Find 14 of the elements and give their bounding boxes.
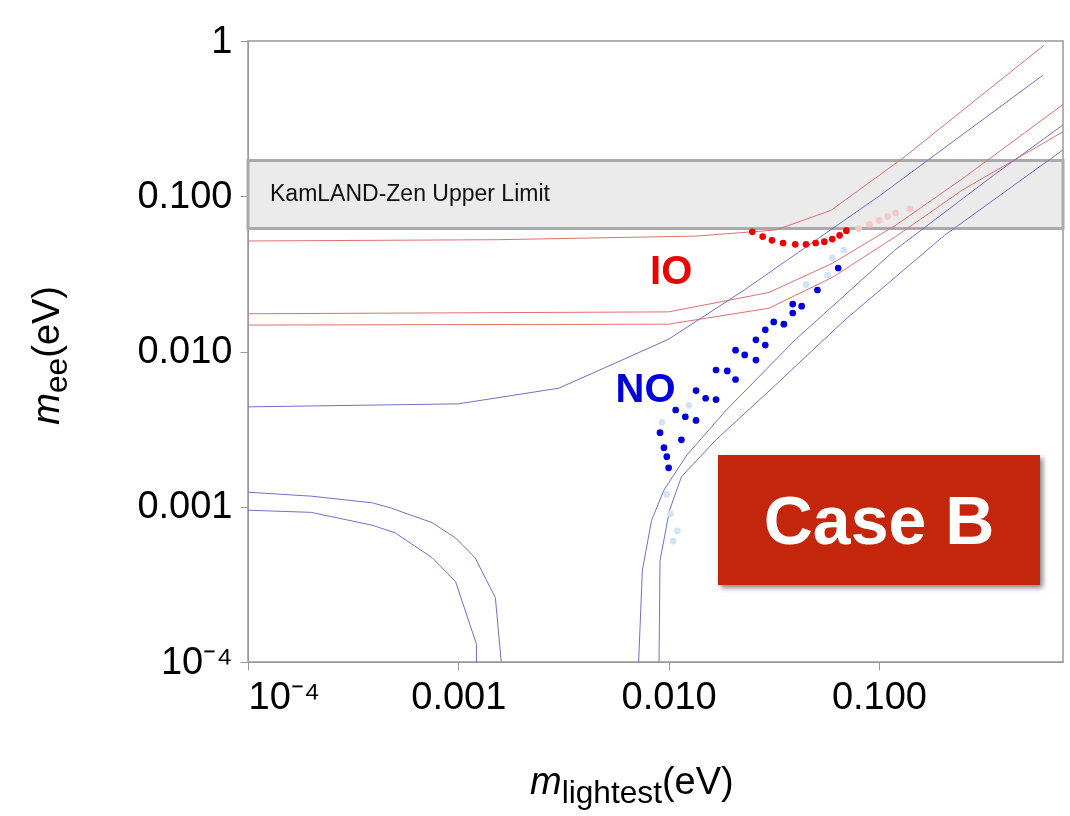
y-tick-label: 0.001 <box>137 484 233 527</box>
annotation: Case B <box>718 455 1040 585</box>
x-axis-title: m$_{lightest}$(eV) <box>530 760 734 811</box>
y-tick-label: 0.100 <box>137 173 233 216</box>
band-label: KamLAND-Zen Upper Limit <box>270 180 551 207</box>
x-tick-label: 0.001 <box>411 674 507 717</box>
y-tick-label: 1 <box>211 18 233 61</box>
y-tick-label: 10⁻⁴ <box>160 639 233 682</box>
x-tick-label: 10⁻⁴ <box>248 674 321 717</box>
y-tick-label: 0.010 <box>137 329 233 371</box>
x-tick-label: 0.100 <box>831 674 927 717</box>
series-label: NO <box>615 366 676 411</box>
series-label: IO <box>650 247 693 292</box>
x-tick-label: 0.010 <box>621 674 717 717</box>
